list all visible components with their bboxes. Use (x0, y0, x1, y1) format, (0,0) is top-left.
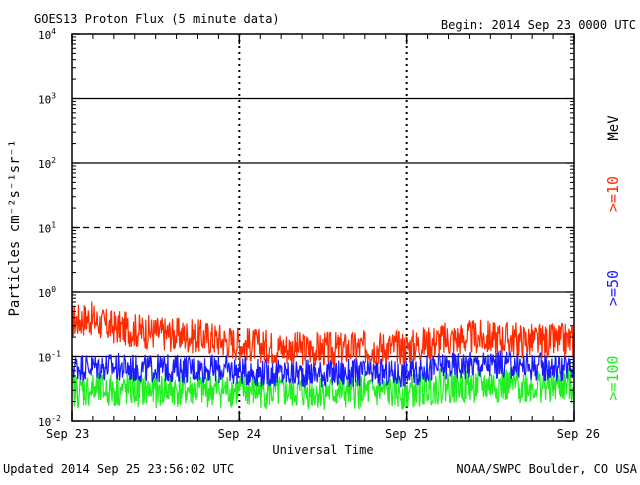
x-tick-label: Sep 26 (557, 427, 600, 441)
legend-entry: >=100 (604, 355, 622, 400)
y-tick-exponent: -2 (51, 414, 61, 423)
legend: MeV >=10 >=50 >=100 (604, 115, 622, 401)
y-tick-exponent: 4 (51, 27, 56, 36)
y-tick-label: 101 (38, 221, 56, 236)
updated-text: Updated 2014 Sep 25 23:56:02 UTC (3, 462, 234, 476)
chart-title: GOES13 Proton Flux (5 minute data) (34, 12, 280, 26)
credit-text: NOAA/SWPC Boulder, CO USA (456, 462, 637, 476)
y-tick-label: 102 (38, 156, 56, 171)
series-line (71, 368, 575, 410)
y-tick-exponent: 0 (51, 285, 56, 294)
series-line (71, 350, 575, 388)
x-axis-label: Universal Time (272, 443, 373, 457)
y-tick-label: 103 (38, 92, 56, 107)
legend-unit: MeV (606, 115, 622, 141)
y-tick-label: 104 (38, 27, 56, 42)
y-tick-exponent: 3 (51, 92, 56, 101)
legend-entry: >=10 (604, 176, 622, 212)
data-layer (71, 301, 575, 410)
begin-text: Begin: 2014 Sep 23 0000 UTC (441, 18, 636, 32)
series-line (71, 301, 574, 366)
y-axis-label: Particles cm⁻²s⁻¹sr⁻¹ (7, 139, 23, 316)
y-tick-exponent: 2 (51, 156, 56, 165)
y-tick-label: 10-1 (38, 350, 61, 365)
x-tick-label: Sep 23 (46, 427, 89, 441)
y-tick-label: 100 (38, 285, 56, 300)
x-axis-ticks: Sep 23 Sep 24 Sep 25 Sep 26 (46, 34, 600, 441)
legend-entry: >=50 (604, 270, 622, 306)
x-tick-label: Sep 25 (385, 427, 428, 441)
y-tick-exponent: -1 (51, 350, 61, 359)
y-tick-exponent: 1 (51, 221, 56, 230)
x-tick-label: Sep 24 (218, 427, 261, 441)
